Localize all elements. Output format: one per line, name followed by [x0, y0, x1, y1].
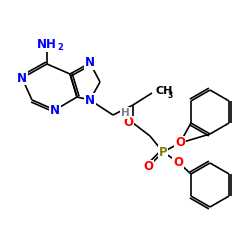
Text: H: H: [120, 108, 130, 118]
Text: O: O: [173, 156, 183, 168]
Text: N: N: [50, 104, 60, 117]
Text: NH: NH: [37, 38, 57, 52]
Text: P: P: [159, 146, 167, 158]
Text: O: O: [143, 160, 153, 173]
Text: N: N: [17, 72, 27, 85]
Text: O: O: [123, 116, 133, 130]
Text: 3: 3: [168, 90, 173, 100]
Text: O: O: [175, 136, 185, 149]
Text: 2: 2: [57, 42, 63, 51]
Text: CH: CH: [155, 86, 172, 96]
Text: N: N: [85, 56, 95, 70]
Text: N: N: [85, 94, 95, 106]
